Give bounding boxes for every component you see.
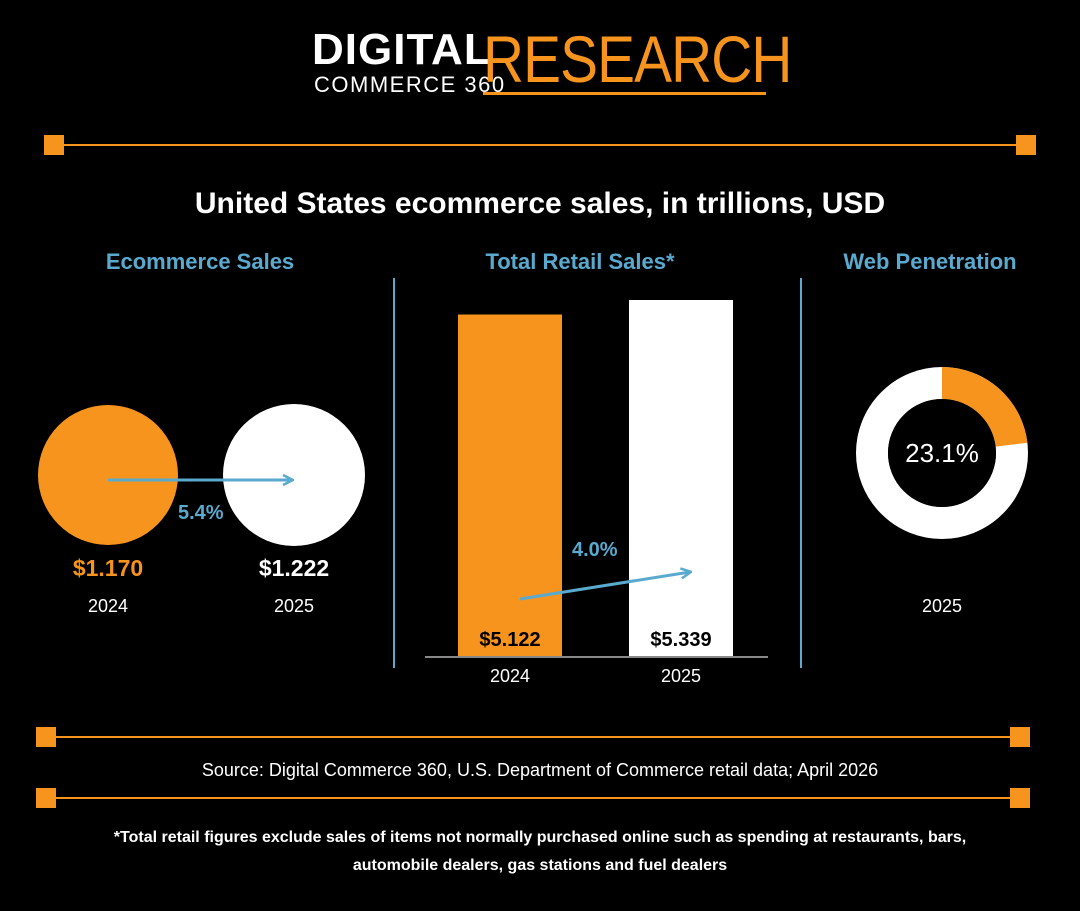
top-divider-left-cap bbox=[44, 135, 64, 155]
source-text: Source: Digital Commerce 360, U.S. Depar… bbox=[201, 760, 879, 780]
source-bottom-divider bbox=[54, 797, 1020, 799]
ecommerce-bubble-2025 bbox=[223, 404, 365, 546]
source-top-left-cap bbox=[36, 727, 56, 747]
ecommerce-sales-title: Ecommerce Sales bbox=[105, 249, 295, 274]
chart-title: United States ecommerce sales, in trilli… bbox=[194, 187, 886, 220]
source-top-right-cap bbox=[1010, 727, 1030, 747]
source-top-divider bbox=[54, 736, 1020, 738]
source-bottom-right-cap bbox=[1010, 788, 1030, 808]
retail-bar-2024 bbox=[458, 314, 562, 657]
ecommerce-growth-label: 5.4% bbox=[178, 502, 224, 524]
ecommerce-year-2024: 2024 bbox=[87, 596, 129, 616]
top-divider-right-cap bbox=[1016, 135, 1036, 155]
retail-growth-label: 4.0% bbox=[572, 539, 618, 561]
ecommerce-value-2025: $1.222 bbox=[258, 555, 330, 581]
ecommerce-value-2024: $1.170 bbox=[72, 555, 144, 581]
footnote: *Total retail figures exclude sales of i… bbox=[60, 824, 1020, 880]
retail-growth-arrow bbox=[519, 572, 690, 601]
logo-commerce-text: COMMERCE 360 bbox=[314, 72, 506, 97]
donut-slice-web-penetration bbox=[942, 367, 1028, 447]
retail-year-2025: 2025 bbox=[660, 666, 702, 686]
left-separator bbox=[393, 278, 395, 668]
footnote-line-1: *Total retail figures exclude sales of i… bbox=[113, 829, 967, 846]
logo-research-text: RESEARCH bbox=[483, 22, 792, 96]
logo-digital-text: DIGITAL bbox=[312, 25, 492, 74]
web-penetration-year: 2025 bbox=[921, 596, 963, 616]
source-bottom-left-cap bbox=[36, 788, 56, 808]
total-retail-sales-title: Total Retail Sales* bbox=[485, 249, 675, 274]
ecommerce-year-2025: 2025 bbox=[273, 596, 315, 616]
footnote-line-2: automobile dealers, gas stations and fue… bbox=[352, 857, 728, 874]
retail-value-2024: $5.122 bbox=[479, 629, 541, 651]
retail-value-2025: $5.339 bbox=[650, 629, 712, 651]
donut-hole bbox=[888, 399, 996, 507]
web-penetration-value: 23.1% bbox=[905, 438, 979, 468]
ecommerce-bubble-2024 bbox=[38, 405, 178, 545]
web-penetration-title: Web Penetration bbox=[843, 249, 1017, 274]
right-separator bbox=[800, 278, 802, 668]
top-divider-line bbox=[54, 144, 1026, 146]
retail-bar-2025 bbox=[629, 300, 733, 657]
retail-year-2024: 2024 bbox=[489, 666, 531, 686]
logo-underline bbox=[483, 92, 766, 95]
